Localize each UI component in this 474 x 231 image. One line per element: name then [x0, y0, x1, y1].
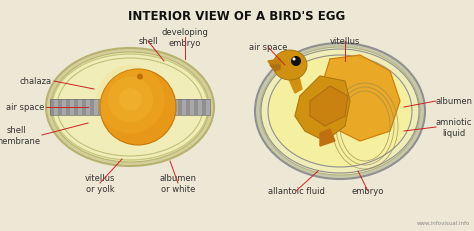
- Text: INTERIOR VIEW OF A BIRD'S EGG: INTERIOR VIEW OF A BIRD'S EGG: [128, 10, 346, 23]
- Bar: [98, 100, 102, 116]
- Bar: [186, 100, 190, 116]
- Polygon shape: [270, 66, 280, 72]
- Ellipse shape: [137, 74, 143, 80]
- Bar: [110, 100, 114, 116]
- Polygon shape: [288, 74, 302, 94]
- Bar: [94, 100, 98, 116]
- Bar: [54, 100, 58, 116]
- Bar: [206, 100, 210, 116]
- Text: shell: shell: [138, 37, 158, 46]
- Bar: [102, 100, 106, 116]
- Ellipse shape: [108, 77, 153, 123]
- Bar: [50, 100, 54, 116]
- Bar: [62, 100, 66, 116]
- Bar: [166, 100, 170, 116]
- Bar: [158, 100, 162, 116]
- Ellipse shape: [119, 89, 142, 111]
- Bar: [106, 100, 110, 116]
- Bar: [78, 100, 82, 116]
- Bar: [202, 100, 206, 116]
- Ellipse shape: [100, 70, 176, 145]
- Bar: [122, 100, 126, 116]
- Bar: [154, 100, 158, 116]
- Polygon shape: [268, 60, 280, 68]
- Bar: [190, 100, 194, 116]
- Text: vitellus
or yolk: vitellus or yolk: [85, 173, 115, 193]
- Bar: [182, 100, 186, 116]
- Ellipse shape: [292, 58, 295, 61]
- Text: developing
embryо: developing embryо: [162, 28, 209, 48]
- Bar: [138, 100, 142, 116]
- Text: embryo: embryo: [352, 187, 384, 196]
- Bar: [142, 100, 146, 116]
- Bar: [86, 100, 90, 116]
- Polygon shape: [320, 129, 335, 146]
- Text: www.infovisual.info: www.infovisual.info: [417, 220, 470, 225]
- Bar: [194, 100, 198, 116]
- Text: albumen: albumen: [436, 97, 473, 106]
- Bar: [162, 100, 166, 116]
- Polygon shape: [310, 87, 348, 126]
- Bar: [82, 100, 86, 116]
- Polygon shape: [295, 77, 350, 141]
- Bar: [118, 100, 122, 116]
- Bar: [134, 100, 138, 116]
- Ellipse shape: [291, 57, 301, 67]
- Bar: [50, 100, 210, 116]
- Bar: [174, 100, 178, 116]
- Ellipse shape: [96, 66, 164, 134]
- Bar: [146, 100, 150, 116]
- Ellipse shape: [51, 53, 209, 162]
- Ellipse shape: [268, 56, 412, 167]
- Bar: [170, 100, 174, 116]
- Bar: [90, 100, 94, 116]
- Bar: [178, 100, 182, 116]
- Ellipse shape: [46, 49, 214, 166]
- Bar: [70, 100, 74, 116]
- Ellipse shape: [255, 44, 425, 179]
- Ellipse shape: [273, 51, 307, 81]
- Text: albumen
or white: albumen or white: [159, 173, 197, 193]
- Bar: [58, 100, 62, 116]
- Text: air space: air space: [249, 43, 287, 52]
- Bar: [114, 100, 118, 116]
- Text: air space: air space: [6, 103, 44, 112]
- Bar: [150, 100, 154, 116]
- Text: shell
membrane: shell membrane: [0, 126, 40, 145]
- Text: vitellus: vitellus: [330, 37, 360, 46]
- Bar: [66, 100, 70, 116]
- Bar: [130, 100, 134, 116]
- Bar: [198, 100, 202, 116]
- Bar: [74, 100, 78, 116]
- Ellipse shape: [260, 48, 420, 175]
- Text: chalaza: chalaza: [20, 77, 52, 86]
- Text: allantoic fluid: allantoic fluid: [267, 187, 324, 196]
- Polygon shape: [320, 56, 400, 141]
- Text: amniotic
liquid: amniotic liquid: [436, 118, 473, 137]
- Bar: [126, 100, 130, 116]
